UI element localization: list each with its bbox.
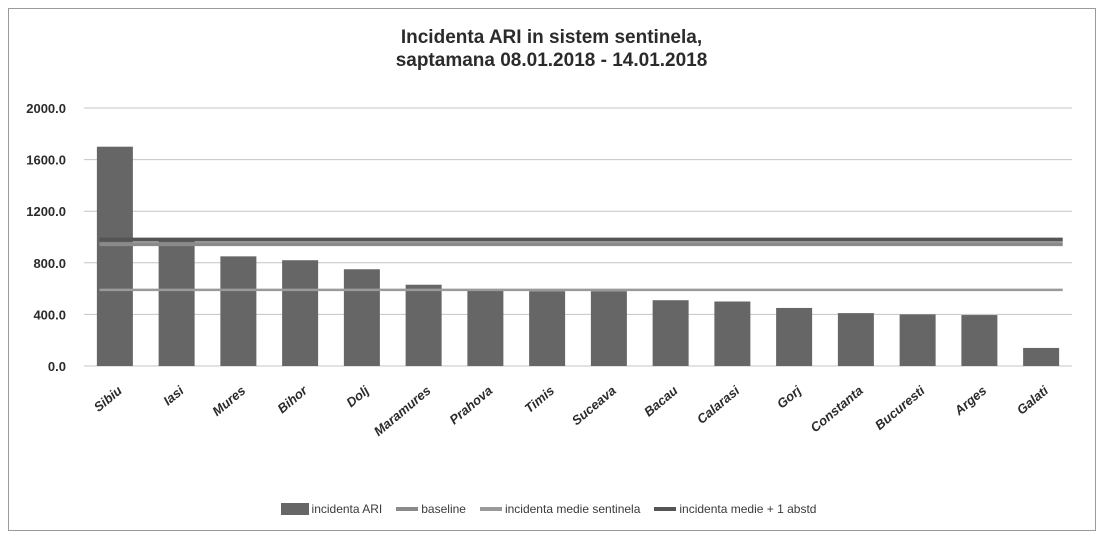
bar	[837, 313, 874, 366]
legend-item-incidenta-ari: incidenta ARI	[280, 502, 383, 516]
bar-series	[96, 146, 1060, 366]
y-tick-label: 2000.0	[26, 101, 66, 116]
x-category-label: Iasi	[160, 383, 187, 409]
y-tick-label: 400.0	[33, 307, 66, 322]
legend-swatch-line	[479, 507, 502, 511]
legend-item-incidenta-medie-sentinela: incidenta medie sentinela	[479, 502, 641, 516]
bar	[467, 290, 504, 366]
legend: incidenta ARI baseline incidenta medie s…	[0, 499, 1103, 519]
bar	[282, 260, 319, 366]
x-category-label: Bihor	[274, 382, 310, 416]
bar	[1023, 347, 1060, 366]
x-category-label: Mures	[209, 383, 248, 419]
legend-swatch-line	[396, 507, 419, 511]
x-category-label: Arges	[951, 383, 990, 419]
legend-item-baseline: baseline	[396, 502, 466, 516]
bar	[776, 307, 813, 366]
x-category-label: Bacau	[641, 383, 681, 420]
x-category-label: Galati	[1014, 383, 1052, 418]
bar	[343, 269, 380, 366]
y-tick-label: 1200.0	[26, 204, 66, 219]
x-category-label: Constanta	[807, 383, 865, 435]
y-tick-label: 800.0	[33, 256, 66, 271]
x-category-label: Dolj	[343, 383, 372, 411]
x-category-label: Maramures	[371, 383, 434, 439]
bar	[220, 256, 257, 366]
reference-lines	[99, 237, 1063, 292]
legend-label: incidenta medie + 1 abstd	[679, 502, 817, 516]
x-category-label: Gorj	[774, 383, 804, 412]
legend-swatch-line	[654, 507, 677, 511]
legend-item-incidenta-medie-plus-1-abstd: incidenta medie + 1 abstd	[654, 502, 816, 516]
bar	[96, 146, 133, 366]
bar	[590, 291, 627, 366]
chart-title: Incidenta ARI in sistem sentinela, sapta…	[0, 26, 1103, 72]
bar	[961, 315, 998, 366]
x-category-label: Bucuresti	[872, 383, 928, 433]
y-tick-label: 0.0	[48, 359, 66, 374]
x-category-label: Prahova	[446, 383, 495, 427]
y-tick-labels: 0.0 400.0 800.0 1200.0 1600.0 2000.0	[26, 101, 66, 374]
x-category-label: Suceava	[569, 383, 619, 428]
bar	[652, 300, 689, 366]
x-category-label: Sibiu	[91, 383, 125, 415]
x-category-label: Timis	[522, 383, 557, 416]
bar	[405, 284, 442, 366]
legend-swatch-bar	[280, 503, 309, 515]
bar	[899, 314, 936, 366]
chart-title-line1: Incidenta ARI in sistem sentinela,	[400, 27, 703, 48]
bar	[529, 291, 566, 366]
x-category-label: Calarasi	[694, 383, 743, 427]
legend-label: incidenta medie sentinela	[504, 502, 641, 516]
bar	[158, 239, 195, 366]
y-tick-label: 1600.0	[26, 153, 66, 168]
legend-label: incidenta ARI	[311, 502, 383, 516]
bar	[714, 301, 751, 366]
chart-title-line2: saptamana 08.01.2018 - 14.01.2018	[395, 50, 708, 71]
legend-label: baseline	[421, 502, 466, 516]
